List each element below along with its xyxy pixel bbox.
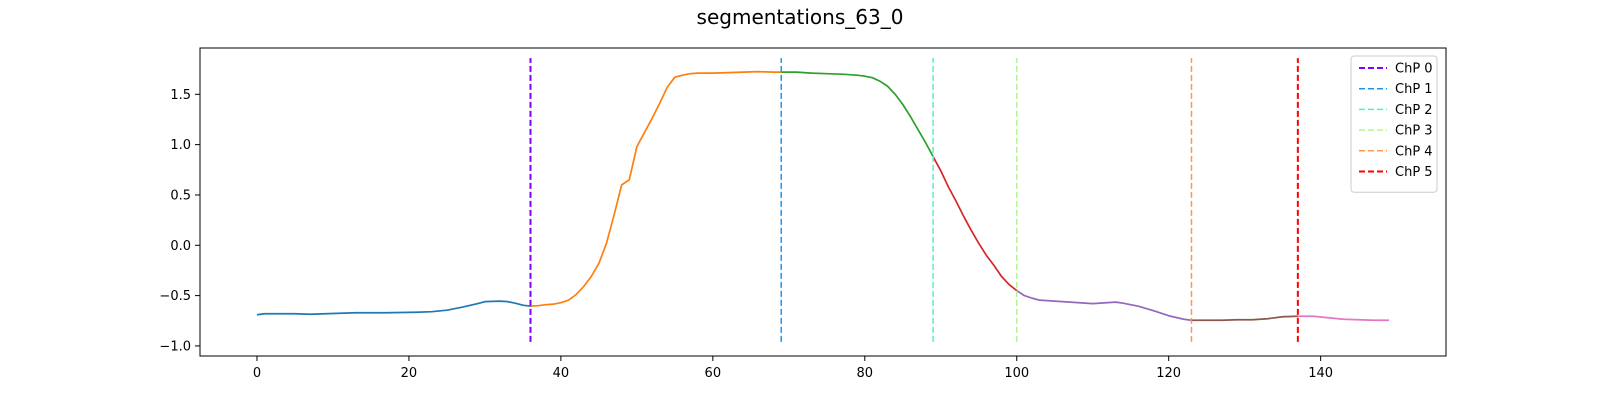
x-tick-label-7: 140: [1308, 366, 1333, 381]
legend-label-0: ChP 0: [1395, 62, 1433, 77]
x-tick-label-0: 0: [253, 366, 261, 381]
x-tick-label-6: 120: [1156, 366, 1181, 381]
series-segment-2: [781, 71, 934, 158]
series-segment-5: [1191, 315, 1298, 322]
legend-box: [1350, 55, 1438, 193]
y-tick-label-2: 0.0: [170, 239, 191, 254]
legend-label-1: ChP 1: [1395, 82, 1433, 97]
plot-area: [256, 58, 1390, 342]
x-tick-label-1: 20: [401, 366, 418, 381]
y-tick-label-4: 1.0: [170, 138, 191, 153]
legend-label-3: ChP 3: [1395, 124, 1433, 139]
legend-label-4: ChP 4: [1395, 144, 1433, 159]
y-tick-label-0: −1.0: [159, 339, 191, 354]
y-tick-label-5: 1.5: [170, 88, 191, 103]
y-tick-label-3: 0.5: [170, 188, 191, 203]
chart-title: segmentations_63_0: [697, 5, 904, 29]
axes: 0 20 40 60 80 100 120 140 −1.0 −0.5 0.0 0.5 1.0 1.5: [159, 47, 1447, 381]
series-segment-0: [256, 300, 531, 316]
y-tick-label-1: −0.5: [159, 289, 191, 304]
series-segment-4: [1016, 289, 1192, 322]
x-tick-label-2: 40: [553, 366, 570, 381]
axes-frame: [199, 47, 1447, 357]
x-tick-label-3: 60: [705, 366, 722, 381]
series-segment-6: [1297, 315, 1390, 322]
series-segment-3: [932, 156, 1018, 292]
series-segment-1: [530, 70, 782, 308]
legend-label-5: ChP 5: [1395, 165, 1433, 180]
legend: ChP 0 ChP 1 ChP 2 ChP 3 ChP 4 ChP 5: [1350, 55, 1438, 193]
legend-label-2: ChP 2: [1395, 103, 1433, 118]
x-tick-label-5: 100: [1004, 366, 1029, 381]
x-tick-label-4: 80: [857, 366, 874, 381]
